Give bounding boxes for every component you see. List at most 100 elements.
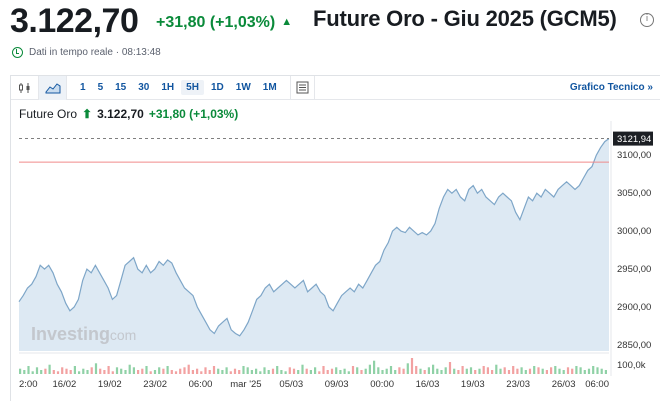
area-chart-icon[interactable] bbox=[39, 75, 67, 100]
volume-bar bbox=[107, 366, 110, 374]
volume-bar bbox=[301, 364, 304, 374]
current-price-tag bbox=[613, 131, 653, 146]
volume-bar bbox=[351, 366, 355, 374]
volume-bar bbox=[208, 370, 211, 374]
y-tick-label: 3000,00 bbox=[617, 226, 651, 237]
volume-bar bbox=[242, 366, 245, 374]
volume-bar bbox=[103, 370, 106, 374]
volume-bar bbox=[541, 368, 544, 374]
x-tick-label: 26/03 bbox=[552, 379, 576, 390]
volume-bar bbox=[99, 368, 102, 374]
volume-bar bbox=[461, 366, 464, 374]
y-tick-label: 3050,00 bbox=[617, 188, 651, 199]
volume-bar bbox=[259, 371, 262, 374]
price-chart[interactable]: 3100,00 3050,00 3000,00 2950,00 2900,00 2850,… bbox=[11, 76, 660, 401]
volume-bar bbox=[196, 368, 199, 374]
volume-bar bbox=[284, 371, 287, 374]
volume-bar bbox=[554, 366, 557, 374]
volume-bar bbox=[486, 367, 489, 374]
volume-bar bbox=[381, 370, 384, 374]
period-button-30[interactable]: 30 bbox=[138, 82, 150, 93]
volume-bar bbox=[537, 367, 540, 374]
volume-bar bbox=[132, 367, 135, 374]
period-button-5h[interactable]: 5H bbox=[181, 80, 204, 95]
volume-bar bbox=[221, 370, 224, 374]
volume-bar bbox=[90, 367, 93, 374]
period-button-1[interactable]: 1 bbox=[80, 82, 86, 93]
volume-bar bbox=[596, 367, 599, 374]
x-tick-label: 19/03 bbox=[461, 379, 485, 390]
volume-bar bbox=[528, 368, 532, 374]
volume-bar bbox=[499, 368, 502, 374]
volume-bar bbox=[432, 364, 435, 374]
volume-bar bbox=[78, 371, 81, 374]
volume-bar bbox=[115, 367, 119, 374]
volume-bar bbox=[292, 368, 296, 374]
period-button-15[interactable]: 15 bbox=[115, 82, 127, 93]
info-icon[interactable]: i bbox=[640, 13, 654, 27]
volume-bar bbox=[571, 368, 574, 374]
volume-bar bbox=[394, 370, 397, 374]
volume-bar bbox=[225, 367, 228, 374]
volume-bar bbox=[507, 370, 511, 374]
investing-watermark: Investing bbox=[31, 324, 110, 344]
volume-bar bbox=[149, 371, 152, 374]
period-button-1d[interactable]: 1D bbox=[210, 82, 224, 93]
x-tick-label: 06:00 bbox=[189, 379, 213, 390]
volume-bar bbox=[516, 368, 519, 374]
volume-bar bbox=[469, 367, 473, 374]
volume-bar bbox=[61, 367, 64, 374]
volume-bar bbox=[52, 370, 55, 374]
volume-bar bbox=[385, 368, 388, 374]
volume-bar bbox=[69, 370, 72, 374]
volume-bar bbox=[217, 368, 220, 374]
volume-bar bbox=[246, 367, 249, 374]
period-button-1h[interactable]: 1H bbox=[161, 82, 175, 93]
volume-bar bbox=[448, 362, 452, 374]
technical-chart-link[interactable]: Grafico Tecnico » bbox=[569, 82, 653, 93]
volume-bar bbox=[280, 370, 283, 374]
volume-bar bbox=[73, 366, 76, 374]
volume-bar bbox=[600, 368, 603, 374]
volume-bar bbox=[575, 366, 578, 374]
volume-bar bbox=[592, 366, 595, 374]
volume-bar bbox=[170, 370, 173, 374]
volume-bar bbox=[562, 370, 565, 374]
volume-bar bbox=[174, 371, 178, 374]
candlestick-icon[interactable] bbox=[11, 75, 39, 100]
period-button-1w[interactable]: 1W bbox=[235, 82, 251, 93]
volume-bar bbox=[326, 370, 329, 374]
volume-bar bbox=[191, 370, 194, 374]
x-tick-label: 23/03 bbox=[506, 379, 530, 390]
volume-bar bbox=[427, 367, 430, 374]
volume-bar bbox=[343, 368, 346, 374]
x-tick-label: 06:00 bbox=[585, 379, 609, 390]
volume-bar bbox=[389, 366, 393, 374]
volume-bar bbox=[545, 370, 548, 374]
volume-bar bbox=[465, 368, 468, 374]
volume-bar bbox=[82, 368, 85, 374]
volume-bar bbox=[330, 368, 334, 374]
volume-bar bbox=[512, 366, 515, 374]
volume-bar bbox=[436, 368, 439, 374]
period-selector: 1 5 15 30 1H 5H 1D 1W 1M bbox=[75, 80, 282, 95]
x-tick-label: 19/02 bbox=[98, 379, 122, 390]
up-arrow-icon: ⬆ bbox=[82, 107, 93, 121]
volume-bar bbox=[288, 367, 291, 374]
volume-bar bbox=[444, 367, 447, 374]
volume-bar bbox=[318, 371, 321, 374]
volume-bar bbox=[478, 368, 481, 374]
volume-bar bbox=[145, 366, 148, 374]
x-tick-label: 16/03 bbox=[416, 379, 440, 390]
period-button-5[interactable]: 5 bbox=[97, 82, 104, 93]
volume-bar bbox=[137, 370, 140, 374]
x-tick-label: 16/02 bbox=[53, 379, 77, 390]
volume-bar bbox=[128, 364, 131, 374]
volume-bar bbox=[402, 368, 405, 374]
price-area bbox=[19, 138, 609, 351]
indicators-icon[interactable] bbox=[291, 75, 315, 100]
volume-bar bbox=[200, 371, 203, 374]
y-tick-label: 2900,00 bbox=[617, 302, 651, 313]
period-button-1m[interactable]: 1M bbox=[262, 82, 277, 93]
x-tick-label: mar '25 bbox=[230, 379, 261, 390]
